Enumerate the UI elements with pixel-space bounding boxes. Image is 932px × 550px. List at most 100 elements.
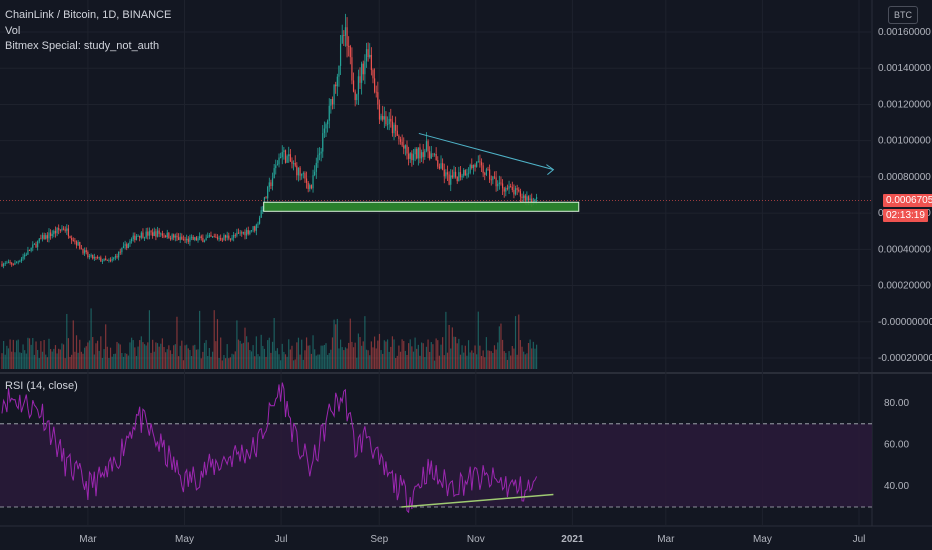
candle-body [142,232,144,238]
candle-body [221,239,223,241]
volume-bar [283,351,285,369]
y-tick-label: 0.00120000 [878,99,931,110]
price-candles [1,13,538,269]
volume-bar [213,310,215,369]
volume-bar [513,348,515,369]
volume-bar [6,345,8,369]
volume-bar [490,351,492,369]
volume-bar [88,340,91,369]
candle-body [254,226,256,231]
candle-body [255,224,257,231]
volume-bar [103,349,105,369]
candle-body [224,235,227,238]
candle-body [22,256,24,259]
volume-bar [333,319,335,369]
candle-body [118,251,120,258]
volume-bar [119,344,121,369]
candle-body [41,235,44,239]
x-tick-label: Jul [275,534,288,545]
volume-bar [498,326,500,369]
candle-body [92,254,94,259]
volume-bar [501,339,504,369]
candle-body [318,153,321,155]
candle-body [409,153,411,159]
candle-body [127,243,129,249]
volume-bar [25,353,27,369]
candle-body [9,261,11,263]
volume-bar [323,344,325,369]
candle-body [158,230,160,234]
volume-bar [165,352,167,369]
volume-bar [510,355,512,369]
volume-bar [169,350,172,369]
volume-bar [30,344,32,369]
volume-bar [74,351,76,369]
volume-bar [518,314,520,369]
candle-body [233,234,235,238]
volume-bar [505,352,507,369]
volume-bar [51,351,53,369]
candle-body [320,151,322,154]
candle-body [297,167,300,176]
candle-body [458,172,460,182]
candle-body [143,237,146,239]
candle-body [262,209,264,211]
volume-bar [408,343,410,369]
volume-bar [132,340,134,369]
candle-body [406,145,408,154]
volume-bar [92,337,94,369]
y-tick-label: -0.00020000 [878,353,932,364]
candle-body [489,169,491,180]
volume-bar [328,353,330,369]
candle-body [338,65,340,77]
volume-bar [108,358,110,369]
volume-bar [220,337,222,369]
candle-body [252,226,254,231]
candle-body [333,84,335,105]
candle-body [361,63,363,83]
candle-body [495,177,497,187]
candle-body [359,76,361,83]
volume-bar [536,344,538,369]
candle-body [43,235,45,240]
candle-body [15,262,18,264]
volume-bar [161,338,163,369]
candle-body [114,256,116,258]
candle-body [461,175,463,178]
candle-body [192,236,194,240]
volume-bar [96,340,99,369]
candle-body [498,182,500,184]
volume-bar [382,353,384,369]
candle-body [197,238,199,241]
candle-body [116,256,118,258]
volume-bar [262,345,264,369]
volume-bar [41,351,44,369]
symbol-title: ChainLink / Bitcoin, 1D, BINANCE [5,9,172,21]
candle-body [472,164,475,168]
volume-bar [177,356,180,369]
candle-body [432,153,434,155]
volume-bar [451,327,453,369]
volume-bar [386,339,389,369]
volume-bar [242,342,244,369]
candle-body [349,46,351,58]
volume-bar [24,350,26,369]
settings-corner[interactable] [872,528,932,550]
volume-bar [46,357,48,369]
volume-bar [294,359,296,369]
volume-bar [344,347,347,369]
volume-bar [212,351,214,369]
volume-bar [182,360,185,369]
volume-bar [443,355,445,369]
volume-bar [71,354,73,369]
volume-bar [84,347,86,369]
candle-body [385,116,387,125]
volume-bar [317,354,319,369]
volume-bar [516,354,518,369]
candle-body [25,254,27,256]
currency-badge[interactable]: BTC [888,6,918,24]
candle-body [242,231,244,234]
volume-bar [33,354,35,369]
candle-body [184,239,186,241]
